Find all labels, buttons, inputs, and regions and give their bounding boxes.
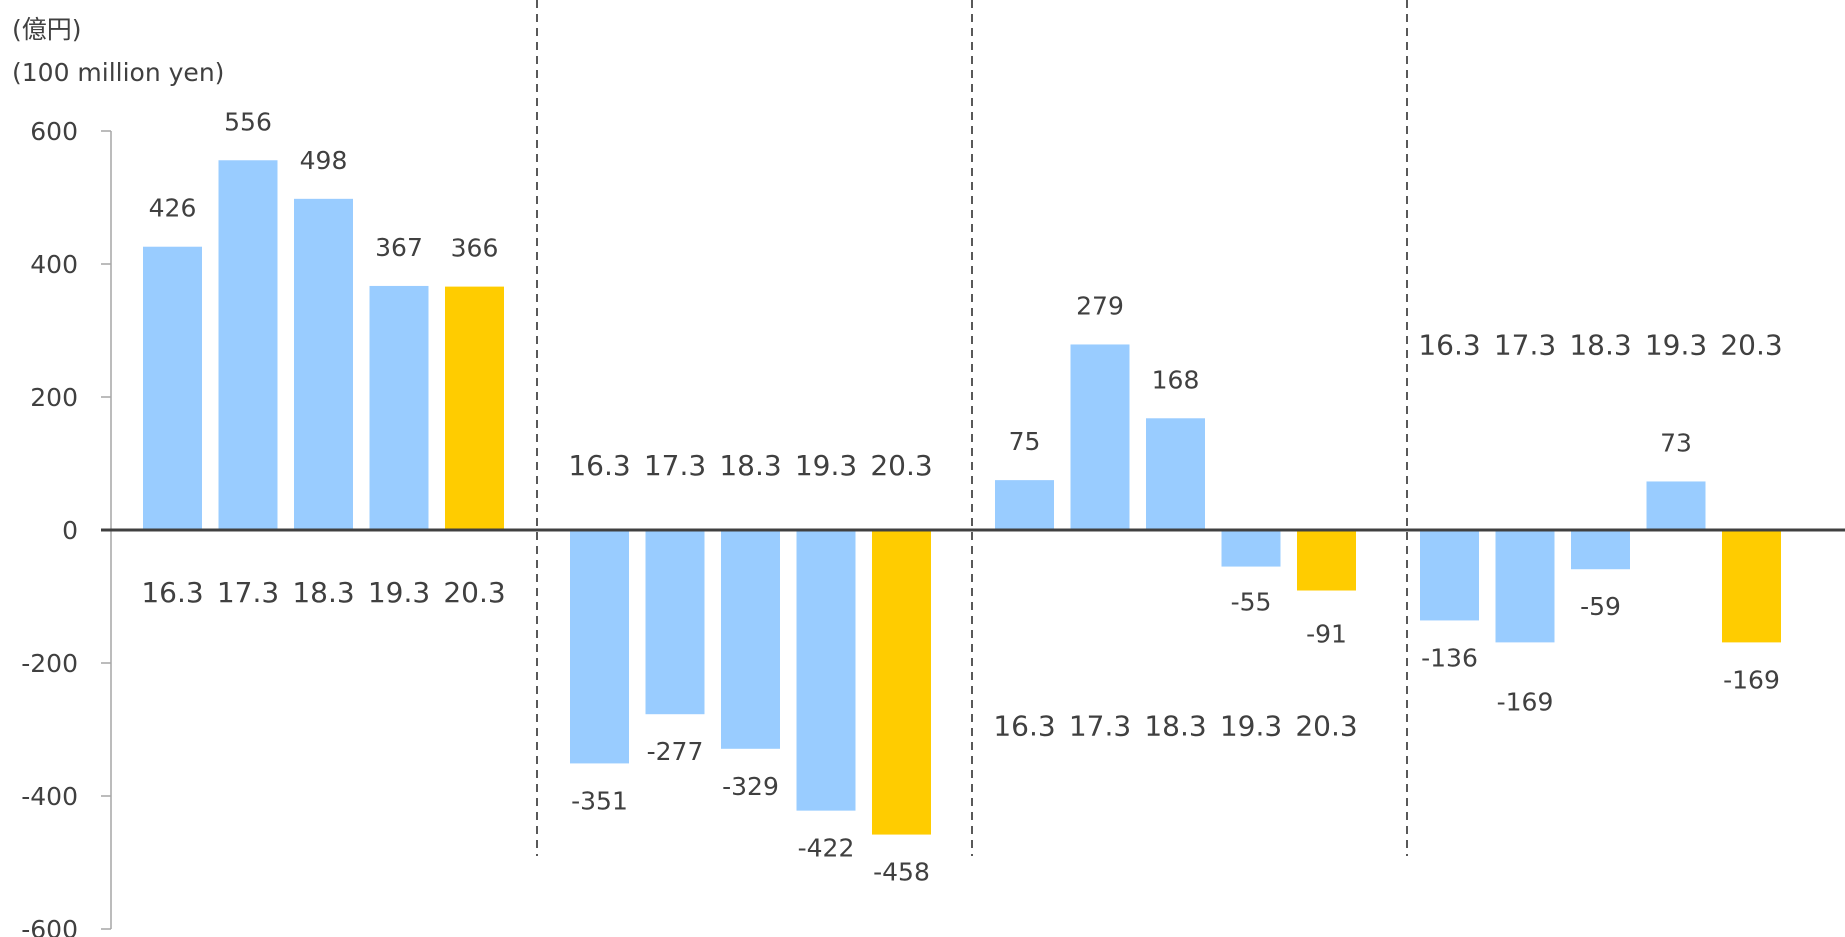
category-label: 19.3 (1220, 710, 1282, 743)
data-label: -458 (873, 858, 930, 887)
group-dividers (536, 0, 1408, 856)
category-label: 16.3 (141, 576, 203, 609)
bar-g1-18.3 (294, 198, 353, 530)
category-label: 19.3 (795, 449, 857, 482)
data-label: 168 (1152, 365, 1200, 394)
bars (143, 160, 1781, 835)
data-label: 279 (1076, 291, 1124, 320)
bar-g3-17.3 (1070, 344, 1130, 530)
bar-g2-19.3 (796, 530, 856, 811)
category-label: 17.3 (217, 576, 279, 609)
category-label: 20.3 (1295, 710, 1357, 743)
bar-g1-17.3 (218, 160, 278, 530)
data-label: -169 (1723, 665, 1780, 694)
data-label: 366 (451, 234, 499, 263)
bar-g2-18.3 (721, 530, 780, 749)
category-label: 16.3 (568, 449, 630, 482)
data-label: 556 (224, 107, 272, 136)
data-label: -351 (571, 786, 628, 815)
category-label: 18.3 (1569, 328, 1631, 361)
data-label: 498 (300, 146, 348, 175)
y-tick-label: 0 (62, 516, 78, 545)
y-axis: 600 400 200 0 -200 -400 -600 (21, 117, 112, 937)
category-label: 17.3 (1494, 328, 1556, 361)
bar-g3-19.3 (1221, 530, 1281, 567)
bar-g2-20.3 (872, 530, 931, 835)
category-label: 18.3 (1144, 710, 1206, 743)
category-label: 20.3 (443, 576, 505, 609)
category-label: 19.3 (368, 576, 430, 609)
category-label: 17.3 (644, 449, 706, 482)
unit-label-en: (100 million yen) (12, 58, 225, 87)
bar-g1-19.3 (369, 285, 429, 530)
category-label: 17.3 (1069, 710, 1131, 743)
y-tick-label: 200 (30, 383, 78, 412)
data-label: 367 (375, 233, 423, 262)
category-label: 16.3 (1418, 328, 1480, 361)
y-tick-label: -600 (21, 915, 78, 937)
data-label: -422 (798, 834, 855, 863)
bar-g3-18.3 (1146, 418, 1205, 530)
category-label: 16.3 (993, 710, 1055, 743)
data-label: -277 (647, 737, 704, 766)
category-label: 18.3 (292, 576, 354, 609)
bar-g3-16.3 (995, 480, 1054, 530)
bar-g3-20.3 (1297, 530, 1356, 591)
y-tick-label: 600 (30, 117, 78, 146)
bar-g4-18.3 (1571, 530, 1630, 570)
category-label: 20.3 (870, 449, 932, 482)
data-label: -136 (1421, 643, 1478, 672)
bar-g1-20.3 (445, 286, 504, 530)
data-label: 73 (1660, 428, 1692, 457)
y-tick-label: -400 (21, 782, 78, 811)
bar-g2-17.3 (645, 530, 705, 715)
y-tick-label: 400 (30, 250, 78, 279)
data-label: -59 (1580, 592, 1621, 621)
data-label: -91 (1306, 620, 1347, 649)
labels: 426 16.3 556 17.3 498 18.3 367 19.3 366 20.3 -351 1… (141, 107, 1782, 886)
bar-g4-17.3 (1495, 530, 1555, 643)
y-tick-label: -200 (21, 649, 78, 678)
data-label: -169 (1497, 687, 1554, 716)
category-label: 20.3 (1720, 328, 1782, 361)
category-label: 19.3 (1645, 328, 1707, 361)
bar-g4-20.3 (1722, 530, 1781, 643)
data-label: 426 (149, 194, 197, 223)
bar-g1-16.3 (143, 246, 202, 530)
data-label: -329 (722, 772, 779, 801)
category-label: 18.3 (719, 449, 781, 482)
data-label: 75 (1009, 427, 1041, 456)
bar-g4-19.3 (1646, 481, 1706, 530)
data-label: -55 (1231, 588, 1272, 617)
bar-g4-16.3 (1420, 530, 1479, 621)
unit-label-jp: (億円) (12, 15, 82, 44)
bar-g2-16.3 (570, 530, 629, 764)
